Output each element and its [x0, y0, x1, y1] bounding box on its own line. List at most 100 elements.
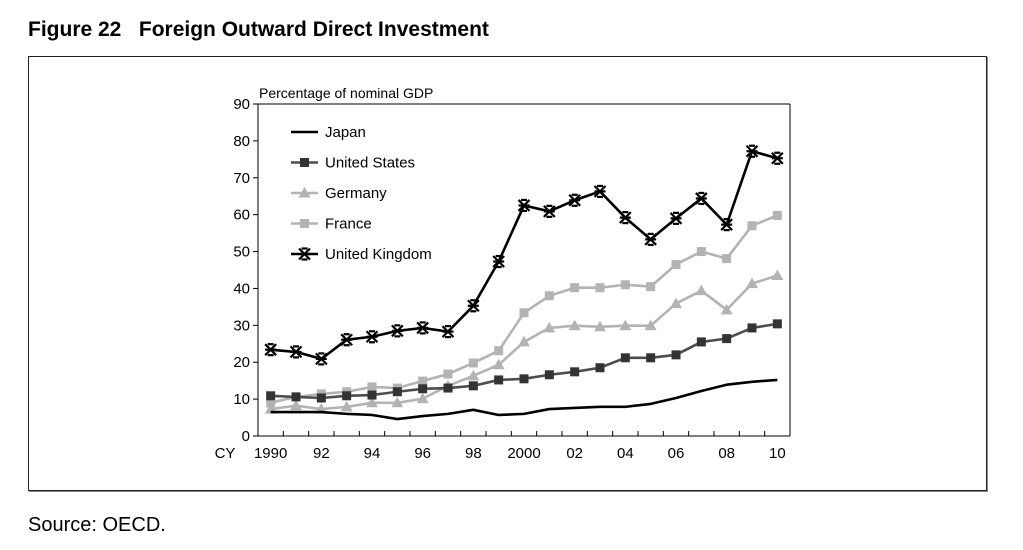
square-marker — [342, 391, 352, 401]
triangle-marker — [619, 319, 632, 331]
square-marker — [696, 337, 706, 347]
asterisk-marker — [745, 144, 759, 158]
x-tick-label: 10 — [769, 445, 786, 462]
triangle-marker — [518, 335, 530, 347]
series-united-kingdom — [264, 144, 784, 366]
square-marker — [570, 367, 580, 377]
legend-item-germany: Germany — [291, 185, 387, 202]
square-marker — [519, 374, 529, 384]
square-marker — [671, 350, 681, 360]
y-tick-label: 60 — [233, 207, 250, 224]
legend-item-united-states: United States — [291, 155, 415, 172]
legend-item-france: France — [291, 216, 372, 233]
asterisk-marker — [416, 321, 429, 335]
triangle-marker — [695, 284, 708, 296]
square-marker — [620, 280, 630, 290]
triangle-marker — [670, 297, 682, 309]
square-marker — [443, 369, 453, 379]
square-marker — [367, 382, 377, 392]
legend-label: United Kingdom — [325, 246, 432, 263]
legend-label: Japan — [325, 124, 366, 141]
square-marker — [595, 283, 605, 293]
square-marker — [468, 381, 478, 391]
legend-item-united-kingdom: United Kingdom — [291, 246, 432, 263]
source-note: Source: OECD. — [28, 514, 166, 536]
square-marker — [671, 259, 681, 269]
y-tick-label: 10 — [233, 391, 250, 408]
asterisk-marker — [391, 324, 404, 338]
y-tick-label: 20 — [233, 354, 250, 371]
square-marker — [544, 291, 554, 301]
series-line-japan — [270, 378, 778, 421]
asterisk-marker — [669, 211, 683, 225]
x-tick-label: 2000 — [507, 445, 540, 462]
x-tick-label: 08 — [718, 445, 735, 462]
triangle-marker — [720, 303, 733, 315]
asterisk-marker — [720, 218, 733, 232]
y-axis-label: Percentage of nominal GDP — [259, 85, 433, 101]
triangle-marker — [771, 269, 784, 281]
series-germany — [264, 269, 784, 414]
legend-item-japan: Japan — [291, 124, 366, 141]
square-marker — [722, 254, 732, 264]
asterisk-marker — [568, 193, 581, 207]
square-marker — [300, 158, 309, 167]
square-marker — [443, 383, 453, 393]
triangle-marker — [467, 369, 480, 381]
triangle-marker — [416, 392, 429, 404]
legend-label: United States — [325, 155, 415, 172]
square-marker — [595, 363, 605, 373]
triangle-marker — [340, 400, 353, 412]
x-tick-label: 92 — [313, 445, 330, 462]
asterisk-marker — [517, 198, 531, 213]
y-tick-label: 50 — [233, 244, 250, 261]
x-tick-label: 96 — [414, 445, 431, 462]
y-tick-label: 40 — [233, 280, 250, 297]
square-marker — [266, 391, 276, 401]
x-tick-label: 1990 — [254, 445, 287, 462]
asterisk-marker — [289, 345, 303, 359]
asterisk-marker — [298, 247, 311, 261]
x-tick-label: 06 — [668, 445, 685, 462]
triangle-marker — [290, 399, 302, 411]
y-tick-label: 80 — [233, 133, 250, 150]
triangle-marker — [746, 277, 758, 289]
triangle-marker — [644, 319, 657, 331]
square-marker — [468, 358, 478, 368]
asterisk-marker — [492, 254, 505, 269]
square-marker — [772, 210, 782, 220]
legend-label: France — [325, 216, 372, 233]
legend-label: Germany — [325, 185, 387, 202]
triangle-marker — [543, 321, 556, 333]
square-marker — [392, 387, 402, 397]
asterisk-marker — [593, 184, 607, 199]
triangle-marker — [391, 396, 404, 408]
y-tick-label: 0 — [242, 428, 250, 445]
axes: 0 10 20 30 40 50 60 70 80 90 1990 92 94 96 98 2000 02 04 0… — [215, 96, 791, 462]
triangle-marker — [492, 358, 505, 370]
square-marker — [570, 283, 580, 293]
square-marker — [316, 393, 326, 403]
y-tick-label: 90 — [233, 96, 250, 113]
series-japan — [270, 378, 778, 421]
asterisk-marker — [340, 333, 353, 347]
square-marker — [544, 370, 554, 380]
triangle-marker — [568, 319, 581, 331]
y-tick-label: 70 — [233, 170, 250, 187]
square-marker — [300, 219, 309, 228]
square-marker — [494, 346, 504, 356]
square-marker — [266, 398, 276, 408]
x-tick-label: 02 — [566, 445, 583, 462]
x-tick-label: 94 — [364, 445, 381, 462]
square-marker — [418, 376, 428, 386]
asterisk-marker — [365, 330, 379, 344]
square-marker — [747, 221, 757, 231]
square-marker — [367, 390, 377, 400]
asterisk-marker — [619, 211, 632, 225]
square-marker — [772, 319, 782, 329]
figure-frame — [28, 56, 987, 491]
series-united-states — [266, 319, 782, 403]
x-axis-label: CY — [215, 445, 236, 462]
square-marker — [646, 282, 656, 292]
